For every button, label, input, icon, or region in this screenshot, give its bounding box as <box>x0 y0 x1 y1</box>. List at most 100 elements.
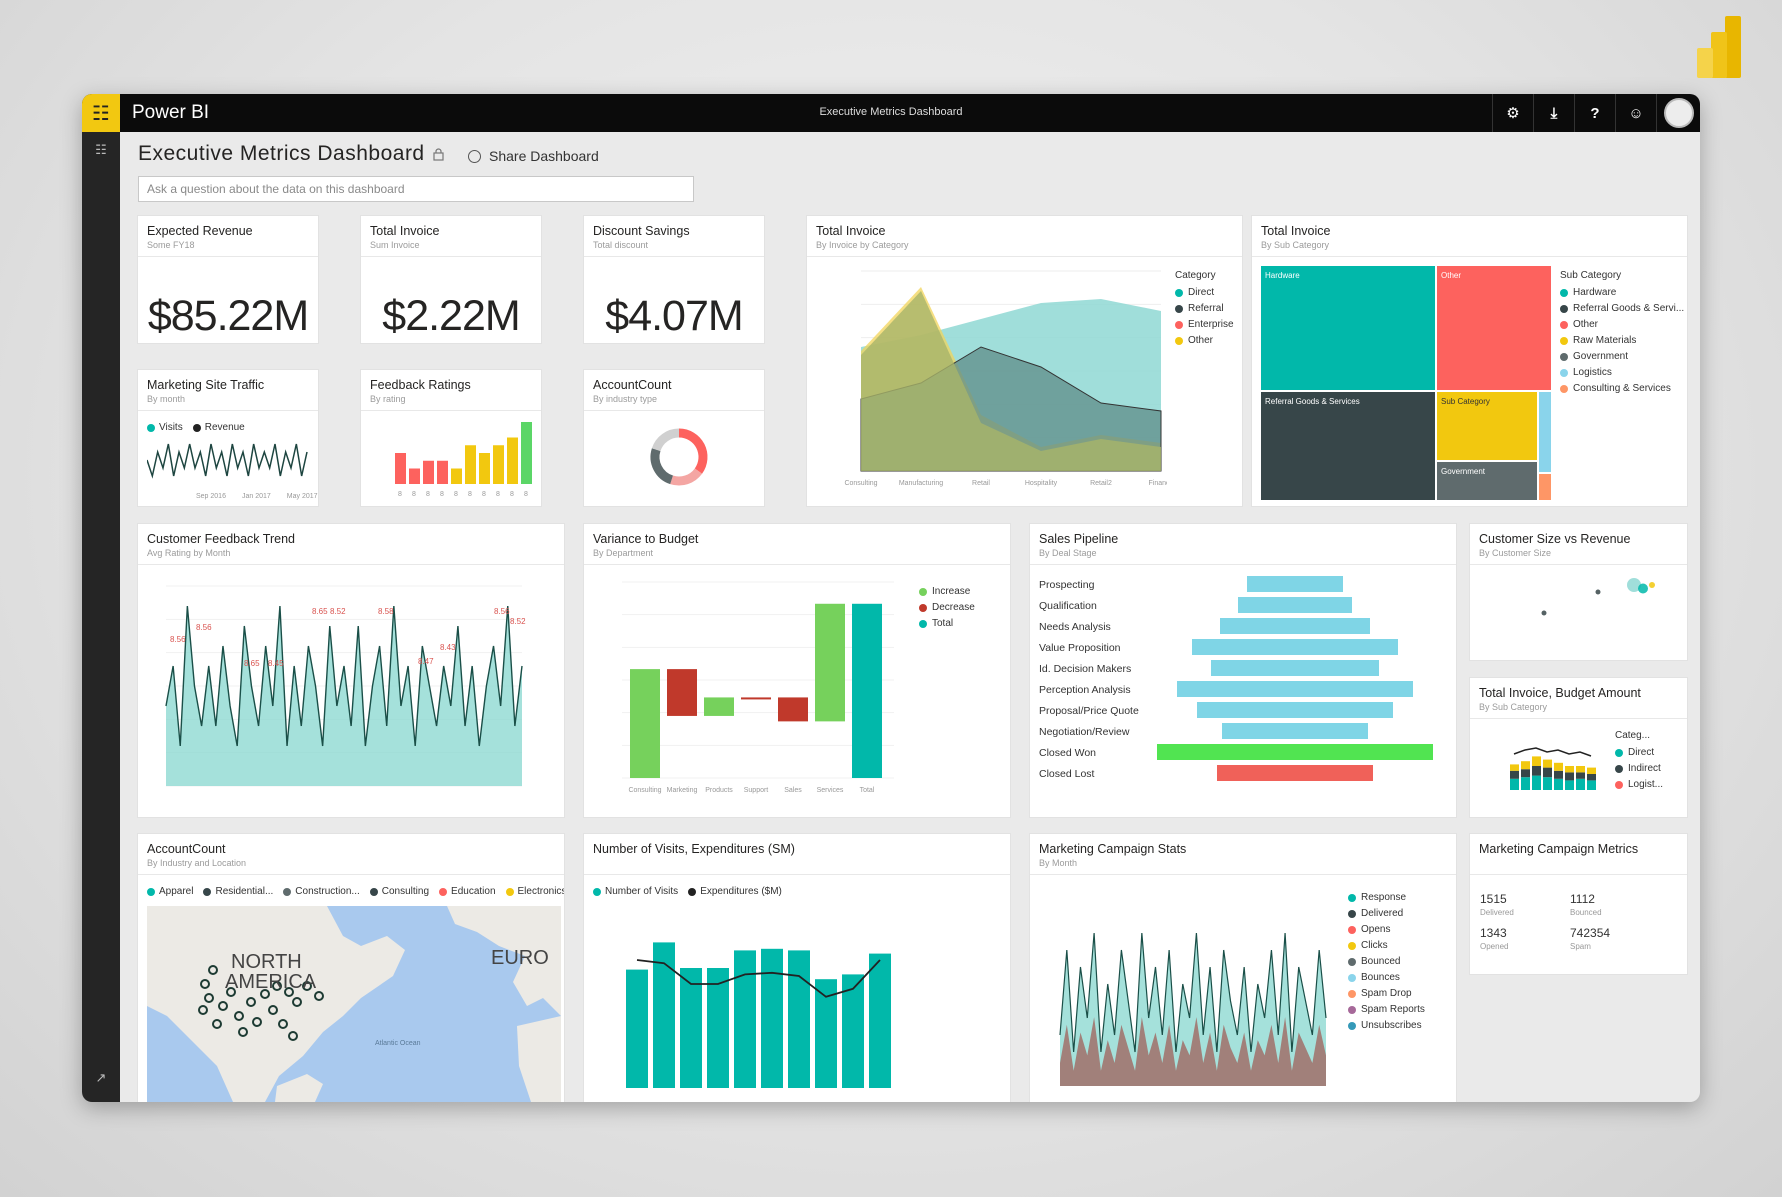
area-fill <box>166 606 522 786</box>
funnel-stage-label: Perception Analysis <box>1039 684 1131 696</box>
qa-input[interactable]: Ask a question about the data on this da… <box>138 176 694 202</box>
funnel-bar <box>1197 702 1393 718</box>
nav-menu-icon[interactable]: ☷ <box>95 142 107 157</box>
tile-subtitle: Sum Invoice <box>370 240 420 250</box>
treemap-label: Sub Category <box>1441 397 1490 406</box>
tile-title: Total Invoice <box>370 224 440 238</box>
tile-marketing-campaign-metrics[interactable]: Marketing Campaign Metrics 1515 Delivere… <box>1470 834 1687 974</box>
tile-total-invoice-area[interactable]: Total Invoice By Invoice by Category Con… <box>807 216 1242 506</box>
legend-item: Hardware <box>1573 287 1617 298</box>
funnel-stage-label: Closed Won <box>1039 747 1097 759</box>
x-tick-label: Marketing <box>667 787 698 794</box>
chart-legend: Categ... Direct Indirect Logist... <box>1615 730 1663 795</box>
donut-chart <box>650 428 708 486</box>
funnel-stage-label: Value Proposition <box>1039 642 1121 654</box>
legend-item: Government <box>1573 351 1629 362</box>
stacked-bar <box>1510 764 1519 771</box>
treemap-cell-other <box>1437 266 1551 390</box>
funnel-bar <box>1192 639 1398 655</box>
tile-expected-revenue[interactable]: Expected Revenue Some FY18 $85.22M <box>138 216 318 343</box>
tile-feedback-ratings[interactable]: Feedback Ratings By rating 8 8 8 8 8 8 8 8 8 8 <box>361 370 541 506</box>
legend-item: Clicks <box>1348 940 1425 951</box>
tile-title: Marketing Campaign Metrics <box>1479 842 1639 856</box>
line-series <box>147 443 308 479</box>
funnel-stage-label: Prospecting <box>1039 579 1095 591</box>
scatter-point <box>1638 583 1648 594</box>
help-icon[interactable]: ? <box>1574 94 1615 132</box>
tile-invoice-budget-amount[interactable]: Total Invoice, Budget Amount By Sub Cate… <box>1470 678 1687 817</box>
tile-subtitle: By Sub Category <box>1261 240 1330 250</box>
chart-legend: Response Delivered Opens Clicks Bounced Bounc… <box>1348 892 1425 1036</box>
legend-item: Education <box>451 886 496 897</box>
tile-total-invoice-card[interactable]: Total Invoice Sum Invoice $2.22M <box>361 216 541 343</box>
bar <box>653 942 675 1088</box>
funnel-bar <box>1157 744 1433 760</box>
line-series <box>636 959 881 998</box>
legend-item: Consulting & Services <box>1573 383 1671 394</box>
expand-icon[interactable]: ↗ <box>95 1070 107 1085</box>
tile-marketing-site-traffic[interactable]: Marketing Site Traffic By month Visits R… <box>138 370 318 506</box>
stacked-bar-chart <box>1510 747 1596 790</box>
x-tick-label: 8 <box>398 491 402 498</box>
bar <box>741 697 771 700</box>
legend-item: Referral <box>1188 303 1224 314</box>
x-tick-label: Support <box>744 787 769 794</box>
chart-legend: Number of Visits Expenditures ($M) <box>593 886 792 897</box>
bar <box>437 460 448 484</box>
tile-account-count-donut[interactable]: AccountCount By industry type <box>584 370 764 506</box>
legend-item: Residential... <box>215 886 274 897</box>
line-chart <box>147 443 308 479</box>
metric-value: 742354 <box>1570 926 1611 940</box>
funnel-bar <box>1247 576 1343 592</box>
tile-total-invoice-treemap[interactable]: Total Invoice By Sub Category Hardware O… <box>1252 216 1687 506</box>
funnel-bar <box>1222 723 1368 739</box>
data-label: 8.43 <box>440 643 456 652</box>
tile-marketing-campaign-stats[interactable]: Marketing Campaign Stats By Month Respon… <box>1030 834 1456 1102</box>
x-tick-label: 8 <box>524 491 528 498</box>
tile-customer-size-vs-revenue[interactable]: Customer Size vs Revenue By Customer Siz… <box>1470 524 1687 660</box>
tile-sales-pipeline[interactable]: Sales Pipeline By Deal Stage Prospecting… <box>1030 524 1456 817</box>
scatter-point <box>1627 578 1641 592</box>
bar <box>852 603 882 778</box>
bar-chart: 8 8 8 8 8 8 8 8 8 8 <box>395 422 532 498</box>
bar <box>465 445 476 484</box>
settings-icon[interactable]: ⚙ <box>1492 94 1533 132</box>
stacked-bar <box>1565 766 1574 773</box>
stacked-bar <box>1543 759 1552 768</box>
scatter-point <box>1541 610 1547 616</box>
share-dashboard-button[interactable]: Share Dashboard <box>468 148 599 164</box>
treemap-chart: Hardware Other Referral Goods & Services… <box>1261 266 1551 500</box>
legend-item: Bounced <box>1348 956 1425 967</box>
legend-item: Apparel <box>159 886 194 897</box>
donut-slice <box>650 448 674 485</box>
tile-discount-savings[interactable]: Discount Savings Total discount $4.07M <box>584 216 764 343</box>
x-tick-label: Services <box>817 787 844 794</box>
x-tick-label: 8 <box>412 491 416 498</box>
bar <box>626 969 648 1088</box>
legend-item: Direct <box>1628 747 1655 758</box>
bar <box>479 453 490 484</box>
tile-account-count-map[interactable]: AccountCount By Industry and Location Ap… <box>138 834 564 1102</box>
avatar[interactable] <box>1656 94 1700 132</box>
download-icon[interactable]: ⤓ <box>1533 94 1574 132</box>
treemap-label: Hardware <box>1265 271 1300 280</box>
stacked-bar <box>1587 767 1596 774</box>
tile-title: Marketing Site Traffic <box>147 378 265 392</box>
stacked-bar <box>1565 780 1574 790</box>
data-label: 8.56 <box>494 607 510 616</box>
tile-customer-feedback-trend[interactable]: Customer Feedback Trend Avg Rating by Mo… <box>138 524 564 817</box>
data-label: 8.47 <box>418 657 434 666</box>
bar <box>521 422 532 484</box>
legend-item: Other <box>1188 335 1214 346</box>
legend-item: Spam Reports <box>1348 1004 1425 1015</box>
feedback-icon[interactable]: ☺ <box>1615 94 1656 132</box>
bar <box>761 948 783 1088</box>
data-label: 8.56 <box>170 635 186 644</box>
bar <box>869 953 891 1088</box>
app-launcher-icon[interactable]: ☷ <box>82 94 120 132</box>
tile-title: Total Invoice <box>1261 224 1331 238</box>
tile-variance-to-budget[interactable]: Variance to Budget By Department Consult… <box>584 524 1010 817</box>
map-canvas[interactable]: NORTH AMERICA EURO Atlantic Ocean <box>147 906 561 1102</box>
metric-label: Bounced <box>1570 908 1602 917</box>
tile-visits-expenditures[interactable]: Number of Visits, Expenditures (SM) Numb… <box>584 834 1010 1102</box>
